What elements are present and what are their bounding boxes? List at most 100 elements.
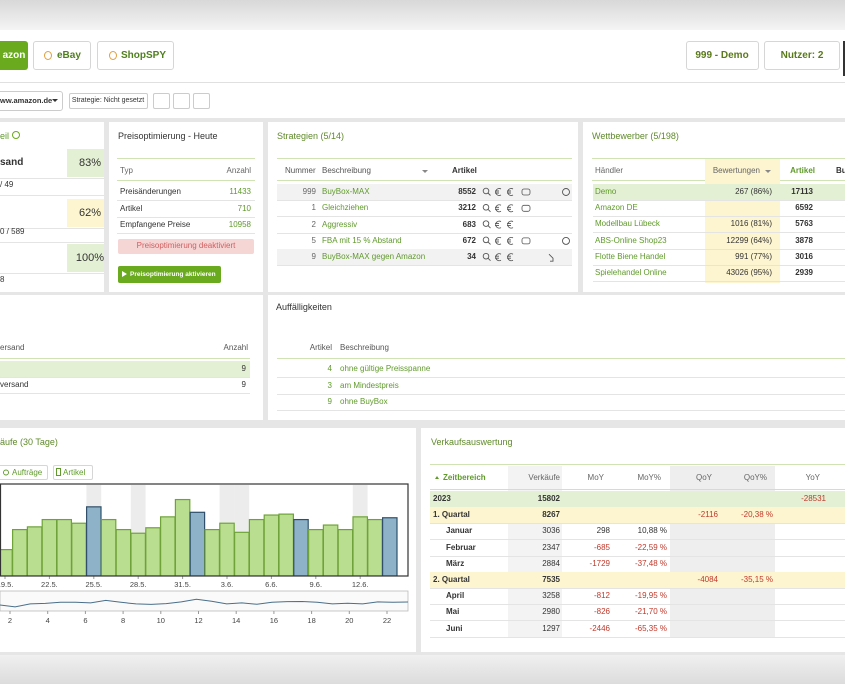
plot-frame (0, 483, 409, 577)
percent-box (67, 149, 104, 177)
strategy[interactable]: Strategie: Nicht gesetzt (71, 97, 145, 104)
users[interactable]: Nutzer: 2 (780, 50, 824, 61)
tab[interactable]: eBay (57, 50, 81, 61)
x-tick-label: 6.6. (265, 580, 278, 589)
x-tick-label: 9.6. (310, 580, 323, 589)
cell: 683 (462, 219, 476, 229)
cell: 267 (86%) (735, 187, 772, 196)
divider (593, 248, 845, 250)
percent-box (67, 244, 104, 272)
divider (0, 377, 250, 378)
divider (430, 464, 845, 465)
divider (277, 377, 845, 378)
cell: 43026 (95%) (726, 268, 772, 277)
cell: 8267 (542, 510, 560, 520)
cell: -2116 (698, 510, 718, 520)
column-header: Typ (120, 166, 133, 175)
euro-icon (507, 220, 514, 229)
cell[interactable]: BuyBox-MAX (322, 187, 370, 196)
divider (0, 195, 104, 196)
tab[interactable]: ShopSPY (121, 50, 167, 61)
panel-title: Verkaufsauswertung (431, 437, 513, 447)
cell: 298 (596, 526, 610, 536)
divider (593, 281, 845, 282)
column-header: QoY (695, 473, 712, 482)
search-icon (487, 257, 491, 262)
cell: 3 (327, 380, 332, 390)
cell[interactable]: FBA mit 15 % Abstand (322, 235, 402, 245)
divider (277, 216, 572, 218)
caret (52, 99, 58, 102)
cell[interactable]: Modellbau Lübeck (595, 219, 660, 229)
cell: 2 (311, 219, 316, 229)
cell: Januar (446, 526, 473, 536)
cell: -812 (593, 591, 610, 601)
bar (352, 516, 368, 576)
cell[interactable]: ohne BuyBox (340, 397, 388, 406)
navigator-tick-label: 18 (307, 616, 315, 625)
divider (430, 489, 845, 490)
bar (189, 511, 206, 576)
cell[interactable]: ohne gültige Preisspanne (340, 364, 431, 373)
cell[interactable]: BuyBox-MAX gegen Amazon (322, 252, 426, 262)
cell[interactable]: Amazon DE (595, 203, 638, 213)
bar (219, 522, 235, 576)
icon-button (153, 93, 170, 109)
divider (430, 539, 845, 541)
legend-entry[interactable]: Artikel (63, 467, 86, 477)
legend-entry[interactable]: Aufträge (12, 467, 43, 477)
divider (0, 273, 104, 274)
cell[interactable]: Flotte Biene Handel (595, 251, 666, 261)
strategy-box (69, 93, 148, 109)
panel (268, 295, 845, 420)
cell[interactable]: Aggressiv (322, 219, 358, 229)
divider (0, 82, 845, 83)
cell: -21,70 % (634, 607, 667, 617)
cell[interactable]: ABS-Online Shop23 (595, 235, 667, 245)
edit-icon (548, 253, 554, 262)
icon-button (193, 93, 210, 109)
cell: -19,95 % (634, 591, 667, 601)
gear-icon (12, 131, 20, 139)
x-tick-label: 19.5. (0, 580, 13, 589)
percent: 83% (78, 157, 102, 169)
status-label: / 49 (0, 180, 14, 189)
row-highlight (430, 572, 845, 588)
navigator-tick-label: 4 (46, 616, 50, 625)
status-label: 0 / 589 (0, 227, 25, 236)
search-icon (487, 192, 491, 196)
clock-icon (562, 236, 570, 245)
bar (100, 518, 117, 576)
button-label[interactable]: Preisoptimierung aktivieren (130, 270, 216, 278)
bar (56, 518, 72, 576)
cell[interactable]: Spielehandel Online (595, 268, 667, 277)
panel-title: Preisoptimierung - Heute (118, 131, 218, 141)
divider (592, 158, 845, 159)
play-icon (122, 271, 127, 277)
icon-button (173, 93, 190, 109)
marketplace[interactable]: ww.amazon.de (0, 96, 53, 105)
divider (277, 393, 845, 395)
cell: 17113 (791, 187, 813, 196)
navigator-line (0, 598, 409, 608)
divider (0, 178, 104, 179)
bar (204, 528, 220, 576)
cell: 2023 (433, 494, 451, 503)
column-header: ersand (0, 343, 25, 352)
search-icon (487, 208, 491, 213)
bar (160, 516, 176, 576)
cell: -685 (593, 542, 610, 552)
cell: 2. Quartal (433, 575, 470, 584)
divider (430, 588, 845, 589)
cell: 11433 (229, 187, 251, 196)
tab[interactable]: azon (2, 50, 26, 61)
x-tick-label: 31.5. (174, 580, 191, 589)
navigator (0, 590, 409, 612)
cell[interactable]: Demo (595, 187, 617, 196)
cell: 3212 (458, 203, 476, 213)
bottom-shadow (0, 655, 845, 684)
account[interactable]: 999 - Demo (695, 50, 749, 61)
cell[interactable]: am Mindestpreis (340, 380, 399, 390)
column-header: Beschreibung (340, 343, 389, 352)
cell[interactable]: Gleichziehen (322, 203, 369, 213)
